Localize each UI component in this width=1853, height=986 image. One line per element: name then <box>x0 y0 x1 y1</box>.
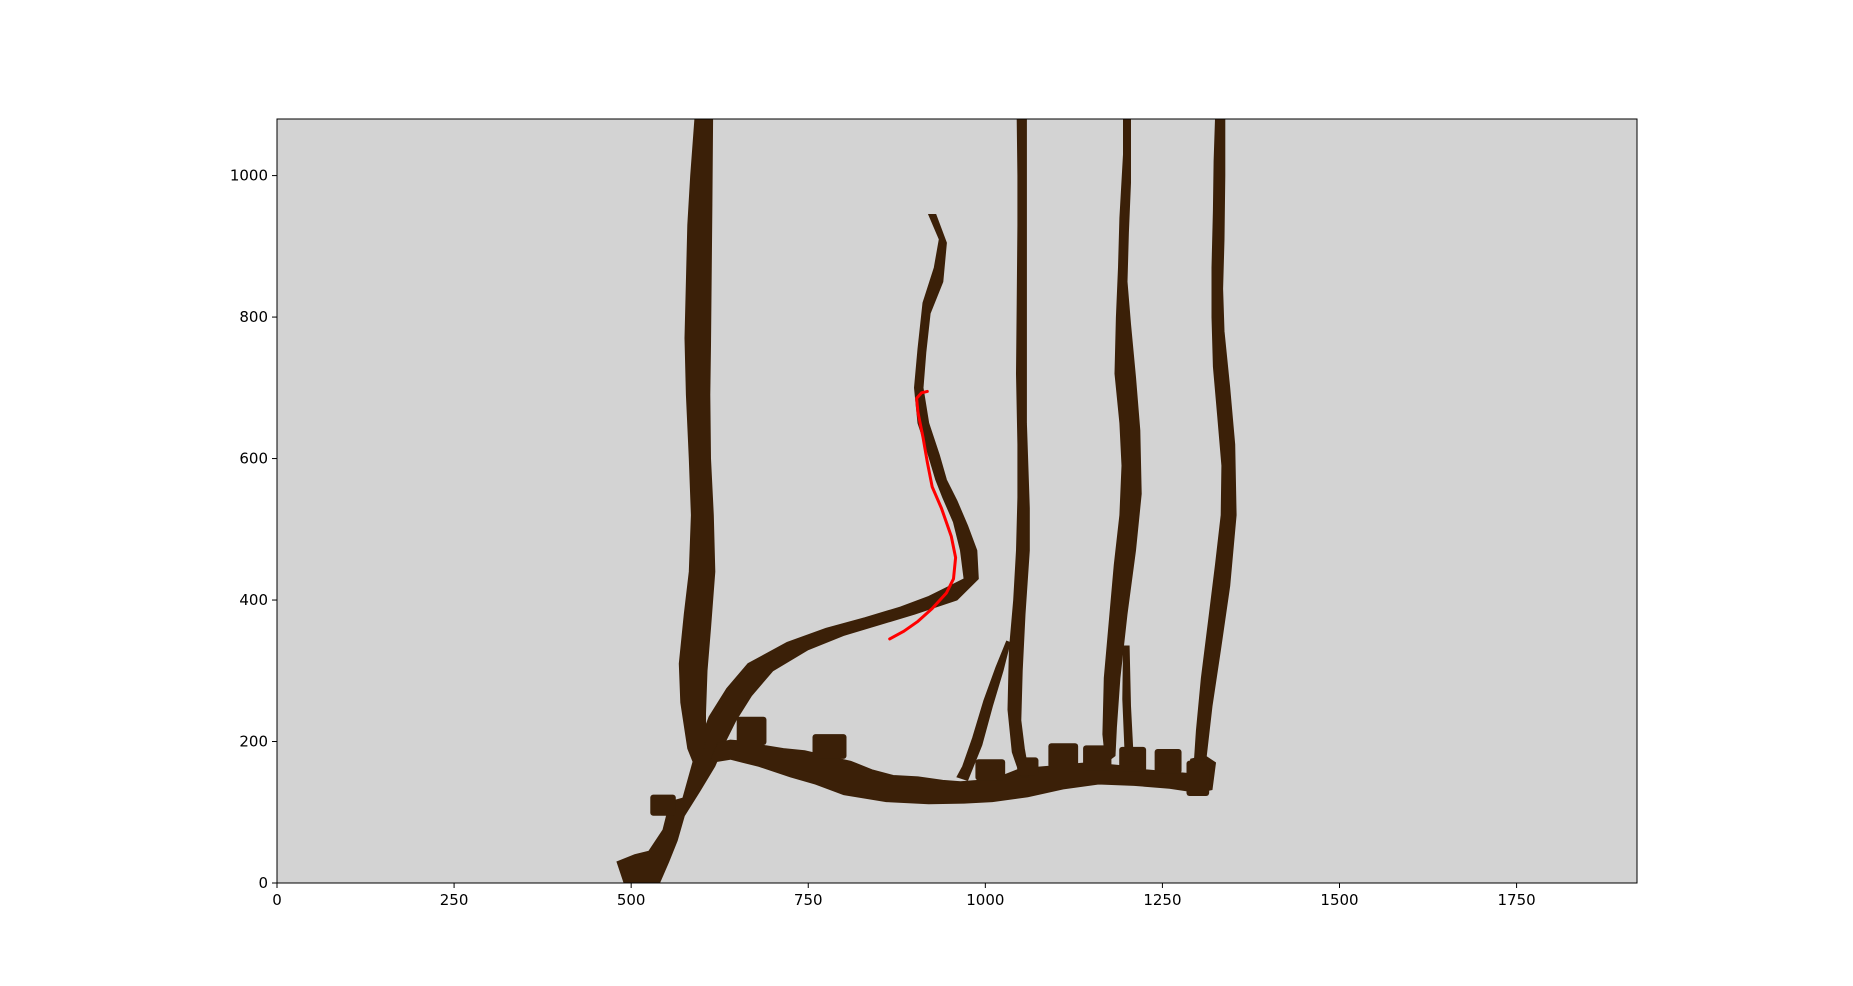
y-tick-label: 800 <box>239 308 268 326</box>
root-node-7 <box>1119 746 1147 772</box>
root-node-6 <box>1083 745 1112 771</box>
traced-path-line <box>888 389 958 641</box>
x-tick-label: 0 <box>272 891 282 909</box>
nodes-layer <box>650 716 1210 816</box>
root-node-4 <box>1017 757 1039 776</box>
root-node-3 <box>975 759 1006 781</box>
root-segment-1 <box>678 119 716 768</box>
y-tick-label: 1000 <box>230 167 268 185</box>
x-axis: 0 250 500 750 1000 1250 1500 1750 <box>272 883 1536 909</box>
root-node-0 <box>650 794 676 816</box>
root-node-8 <box>1154 748 1182 774</box>
y-tick-label: 600 <box>239 450 268 468</box>
x-tick-label: 1500 <box>1320 891 1358 909</box>
plot-frame <box>276 118 1638 884</box>
x-tick-label: 1000 <box>966 891 1004 909</box>
y-axis: 0 200 400 600 800 1000 <box>230 167 277 892</box>
y-tick-label: 0 <box>258 874 268 892</box>
x-tick-label: 750 <box>794 891 823 909</box>
root-node-1 <box>736 716 767 746</box>
x-tick-label: 1750 <box>1497 891 1535 909</box>
root-node-5 <box>1048 743 1079 769</box>
root-node-9 <box>1186 760 1210 796</box>
series-layer <box>616 119 1237 883</box>
root-node-2 <box>812 734 847 759</box>
root-segment-6 <box>956 640 1011 782</box>
root-segment-3 <box>1007 119 1030 778</box>
x-tick-label: 1250 <box>1143 891 1181 909</box>
x-tick-label: 500 <box>617 891 646 909</box>
root-segment-0 <box>616 214 979 883</box>
y-tick-label: 200 <box>239 733 268 751</box>
y-tick-label: 400 <box>239 591 268 609</box>
x-tick-label: 250 <box>440 891 469 909</box>
